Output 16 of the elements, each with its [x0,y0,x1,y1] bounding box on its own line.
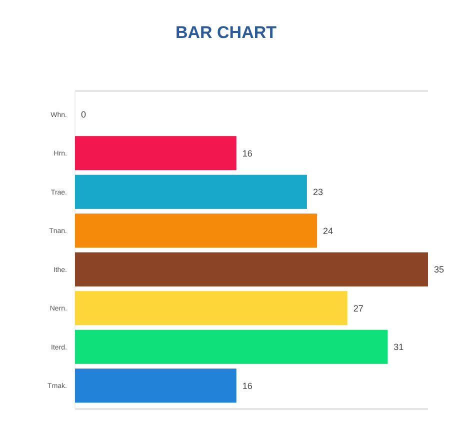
data-label: 16 [242,148,252,158]
data-label: 23 [312,187,323,198]
chart-title: BAR CHART [175,23,278,42]
data-label: 24 [323,226,334,236]
bar [75,291,348,326]
bar [75,174,307,209]
bar [75,368,236,403]
data-label: 31 [394,342,404,352]
data-label: 35 [434,264,444,275]
bar [75,214,318,248]
data-label: 0 [81,110,86,120]
bar [75,136,236,170]
data-label: 16 [242,380,252,391]
bar [75,252,428,286]
data-label: 27 [353,303,364,314]
bar [75,330,388,364]
